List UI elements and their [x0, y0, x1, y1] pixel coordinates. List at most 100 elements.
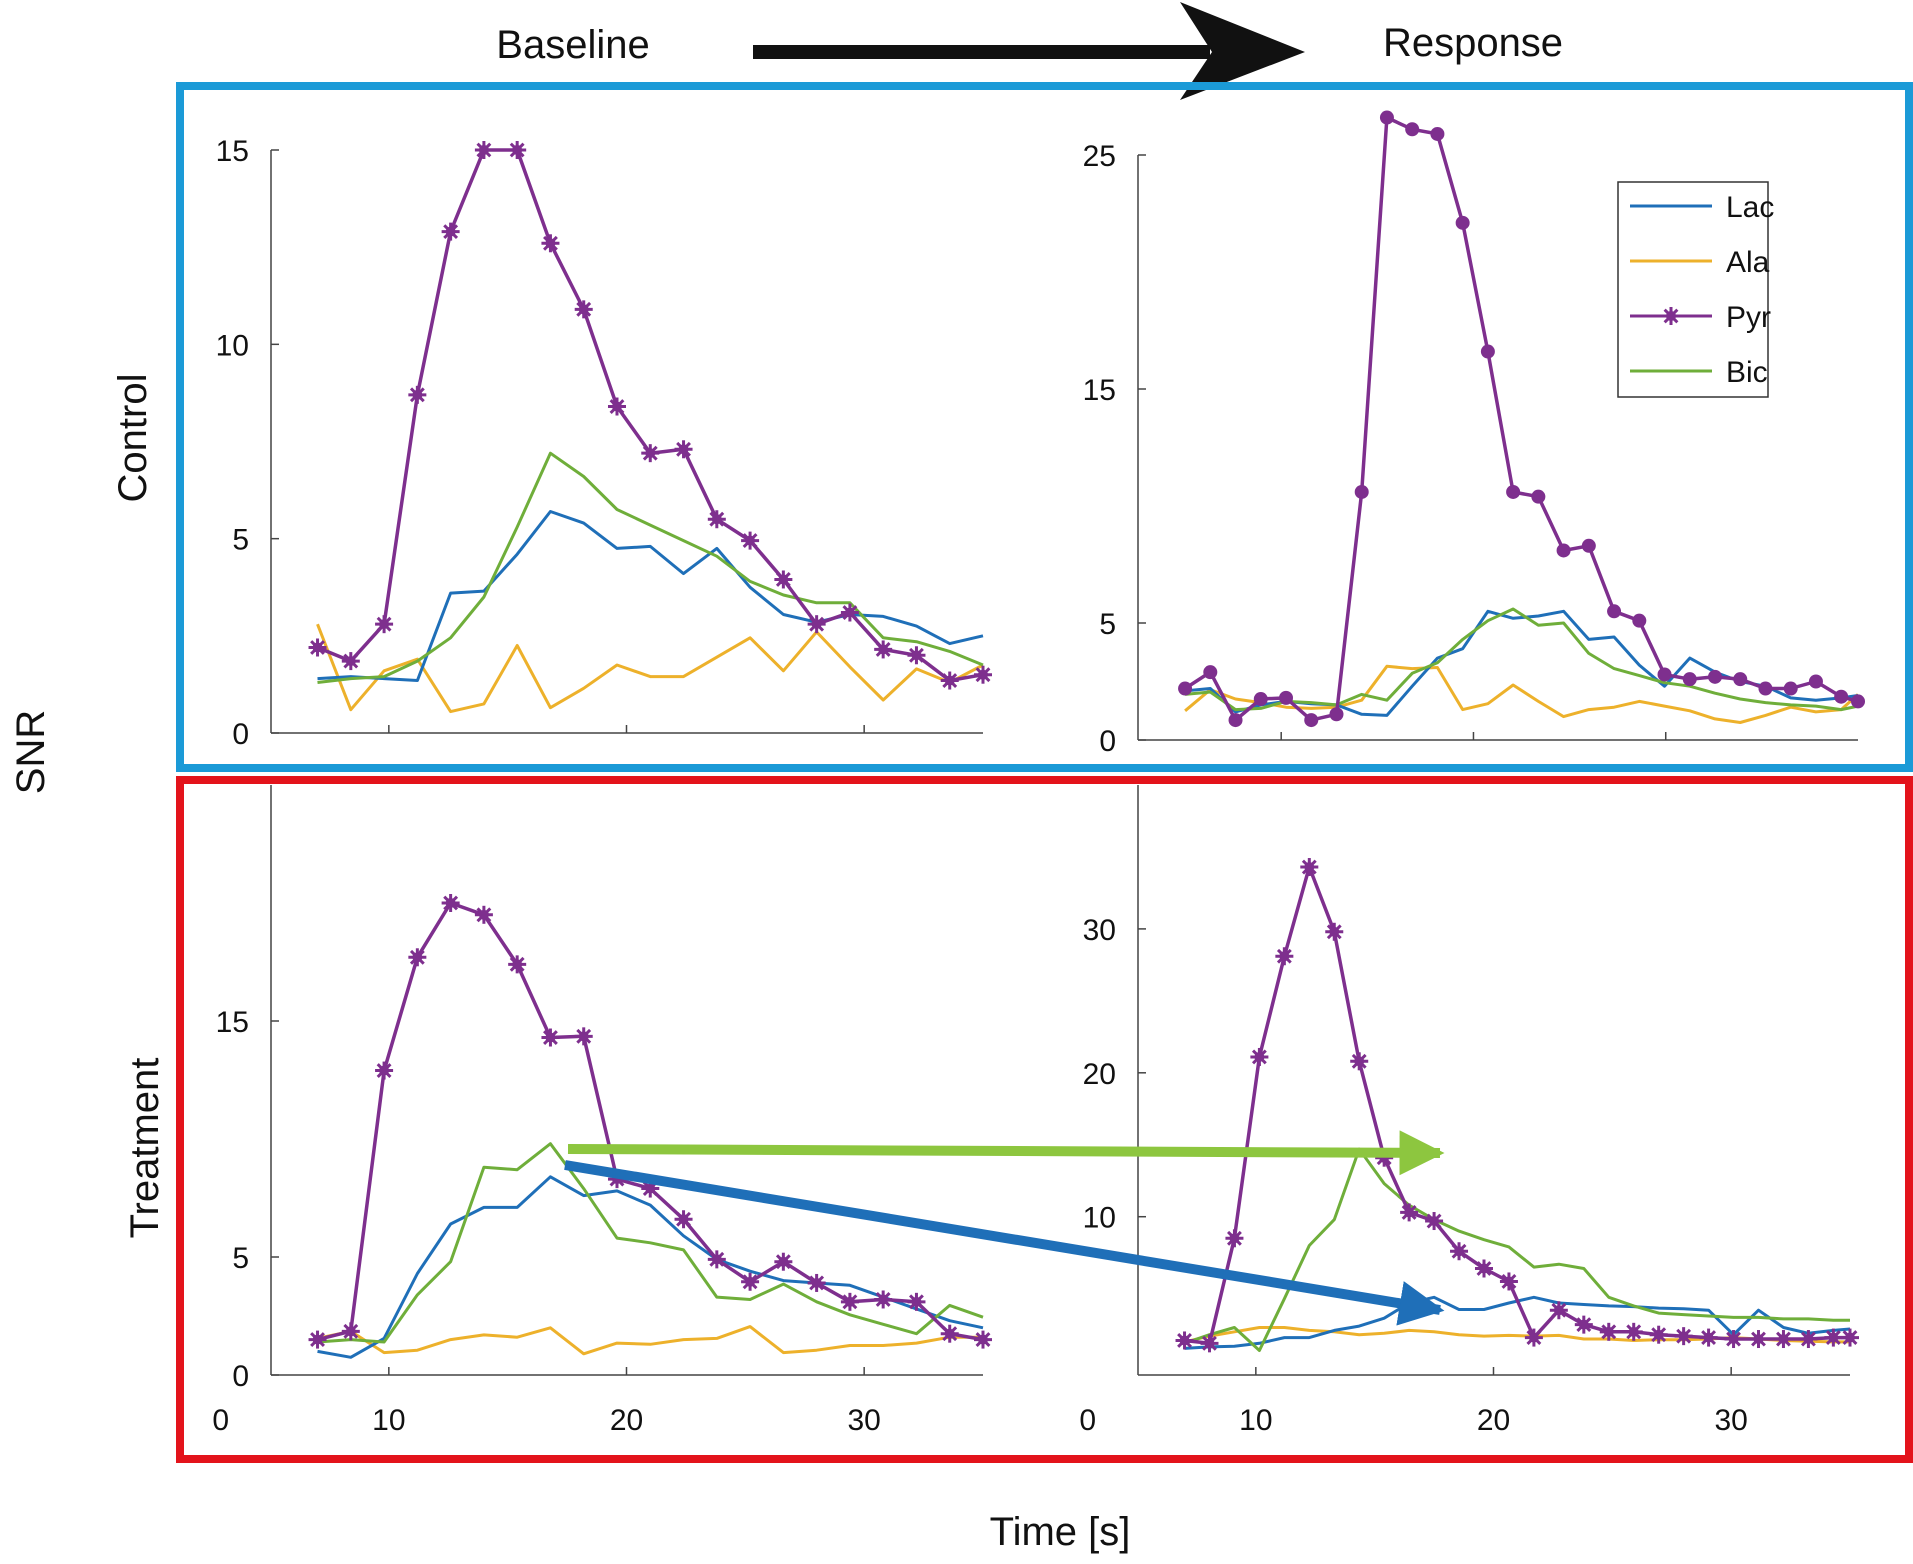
y-tick-label: 5	[1099, 608, 1116, 641]
series-bic-line	[1184, 1147, 1850, 1352]
legend-item-bic: Bic	[1630, 356, 1768, 389]
series-pyr-point	[1506, 484, 1521, 499]
x-tick-label: 10	[1239, 1404, 1272, 1437]
series-pyr-point	[641, 444, 660, 463]
series-pyr-point	[1275, 947, 1294, 966]
series-pyr-point	[1178, 681, 1193, 696]
legend-marker	[1662, 307, 1680, 325]
series-pyr-point	[741, 531, 760, 550]
series-pyr-point	[1834, 689, 1849, 704]
series-pyr-point	[1253, 692, 1268, 707]
panel-treatment-response: 10 20 30 10 20 30 0	[1079, 785, 1859, 1437]
series-pyr-point	[375, 615, 394, 634]
y-tick-label: 15	[216, 135, 249, 168]
series-pyr-point	[1354, 484, 1369, 499]
series-pyr-point	[1708, 669, 1723, 684]
series-pyr-point	[741, 1272, 760, 1291]
series-pyr-point	[1549, 1301, 1568, 1320]
series-pyr-point	[408, 385, 427, 404]
series-pyr-point	[1556, 543, 1571, 558]
y-tick-label: 20	[1083, 1058, 1116, 1091]
panel-treatment-baseline: 0 5 15 10 20 30 0	[212, 785, 992, 1437]
series-pyr-point	[1175, 1331, 1194, 1350]
series-ala-line	[316, 623, 984, 714]
series-pyr-point	[308, 1330, 327, 1349]
series-pyr-point	[840, 603, 859, 622]
series-pyr-point	[1524, 1328, 1543, 1347]
series-pyr-point	[474, 141, 493, 159]
series-pyr-point	[1733, 672, 1748, 687]
y-tick-label: 10	[1083, 1202, 1116, 1235]
panel-control-baseline: 0 5 10 15	[216, 135, 992, 751]
panel-control-response: 0 5 15 25	[1083, 110, 1865, 758]
series-bic-line	[1184, 607, 1859, 712]
series-pyr-point	[1699, 1328, 1718, 1347]
y-tick-label: 15	[216, 1006, 249, 1039]
series-pyr-point	[974, 665, 992, 684]
series-pyr-point	[907, 646, 926, 665]
control-box	[176, 82, 1913, 772]
y-tick-label: 15	[1083, 374, 1116, 407]
series-pyr-point	[1400, 1203, 1419, 1222]
legend-label: Pyr	[1726, 301, 1771, 334]
series-pyr-point	[408, 948, 427, 967]
series-pyr-point	[1682, 672, 1697, 687]
annotation-arrow-bic	[567, 1130, 1445, 1176]
series-pyr-point	[1455, 215, 1470, 230]
series-pyr-point	[1474, 1259, 1493, 1278]
x-tick-label: 30	[847, 1404, 880, 1437]
series-pyr-point	[1425, 1212, 1444, 1231]
y-tick-label: 30	[1083, 914, 1116, 947]
series-pyr-point	[308, 638, 327, 657]
series-lac-line	[317, 1175, 984, 1359]
x-tick-label: 30	[1714, 1404, 1747, 1437]
series-pyr-point	[341, 652, 360, 671]
y-tick-label: 0	[232, 718, 249, 751]
series-lac-line	[1184, 1295, 1851, 1350]
series-pyr-point	[541, 234, 560, 253]
header-baseline: Baseline	[496, 23, 649, 67]
series-bic-line	[317, 1142, 984, 1344]
series-pyr-point	[1325, 922, 1344, 941]
series-pyr-point	[807, 615, 826, 634]
x-tick-label: 20	[610, 1404, 643, 1437]
series-pyr-point	[1749, 1330, 1768, 1349]
header-response: Response	[1383, 21, 1563, 65]
series-pyr-point	[1430, 126, 1445, 141]
series-pyr-point	[341, 1322, 360, 1341]
series-pyr-point	[874, 640, 893, 659]
series-pyr-point	[1799, 1330, 1818, 1349]
series-pyr-point	[1228, 713, 1243, 728]
series-pyr-point	[375, 1061, 394, 1080]
series-pyr-point	[1657, 667, 1672, 682]
series-pyr-point	[874, 1290, 893, 1309]
series-pyr-point	[974, 1330, 992, 1349]
series-pyr-point	[940, 1324, 959, 1343]
origin-label: 0	[1079, 1404, 1096, 1437]
series-pyr-point	[1405, 122, 1420, 137]
legend-label: Ala	[1726, 246, 1770, 279]
series-pyr-point	[1674, 1327, 1693, 1346]
series-pyr-line	[1184, 865, 1850, 1346]
series-pyr-point	[1632, 613, 1647, 628]
x-axis-label: Time [s]	[990, 1510, 1131, 1554]
series-pyr-point	[1808, 674, 1823, 689]
series-pyr-point	[607, 397, 626, 416]
series-pyr-point	[1350, 1052, 1369, 1071]
legend-label: Lac	[1726, 191, 1774, 224]
series-pyr-point	[774, 1252, 793, 1271]
series-pyr-point	[441, 894, 460, 912]
annotation-arrow-lac	[564, 1160, 1445, 1326]
treatment-box	[176, 776, 1913, 1463]
series-pyr-point	[1624, 1322, 1643, 1341]
row-label-treatment: Treatment	[123, 1058, 167, 1239]
series-pyr-point	[940, 671, 959, 690]
y-tick-label: 25	[1083, 140, 1116, 173]
series-pyr-point	[1774, 1330, 1793, 1349]
origin-label: 0	[212, 1404, 229, 1437]
series-pyr-point	[1480, 344, 1495, 359]
series-pyr-point	[1379, 110, 1394, 125]
series-pyr-point	[707, 510, 726, 529]
time-arrow-head	[1180, 2, 1305, 100]
